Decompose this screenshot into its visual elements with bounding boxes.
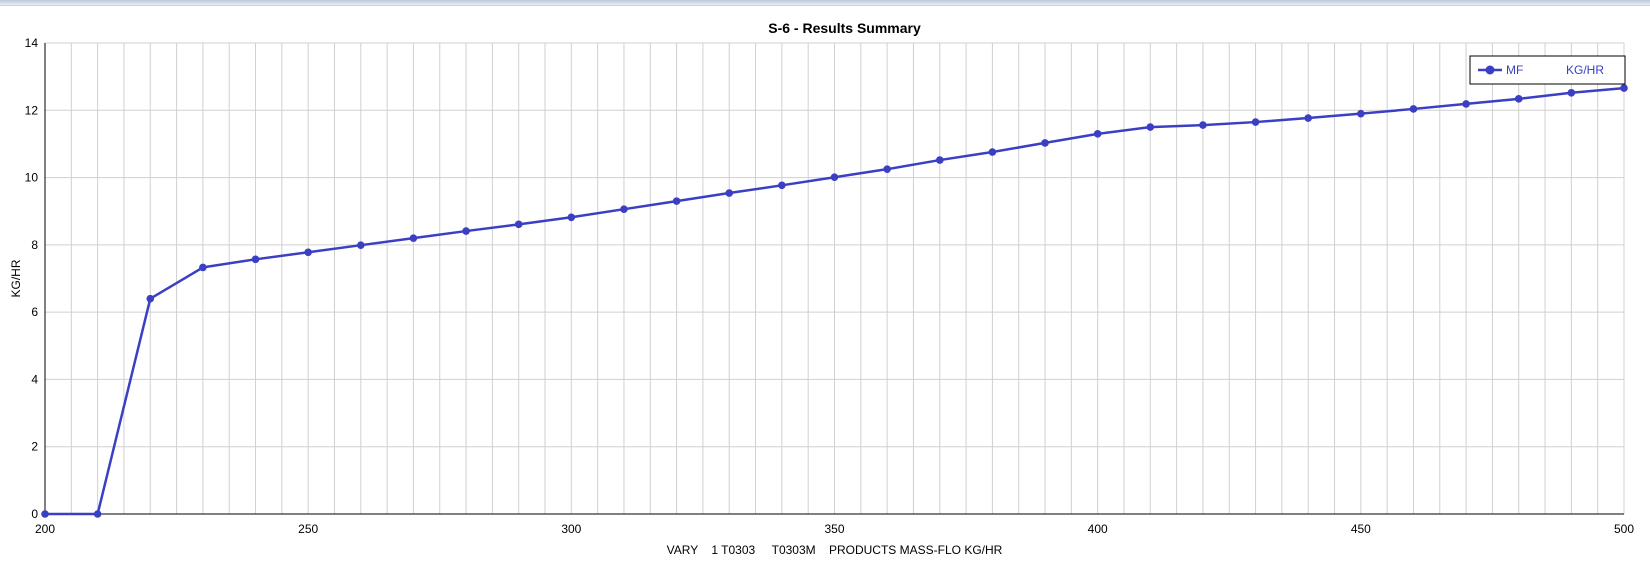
series bbox=[41, 84, 1628, 518]
data-point bbox=[251, 255, 260, 264]
data-point bbox=[199, 263, 207, 272]
data-point bbox=[1567, 88, 1576, 97]
x-tick-label: 350 bbox=[824, 522, 844, 536]
data-point bbox=[1199, 121, 1207, 129]
data-point bbox=[146, 294, 155, 303]
legend-series-marker bbox=[1485, 65, 1495, 75]
y-tick-label: 6 bbox=[31, 305, 38, 319]
y-tick-label: 2 bbox=[31, 440, 38, 454]
data-point bbox=[1304, 114, 1312, 122]
chart-container: S-6 - Results Summary VARY 1 T0303 T0303… bbox=[0, 6, 1650, 571]
data-point bbox=[830, 173, 839, 182]
data-point bbox=[620, 205, 628, 213]
x-tick-label: 500 bbox=[1614, 522, 1634, 536]
y-tick-label: 14 bbox=[25, 36, 39, 50]
data-point bbox=[988, 148, 997, 156]
y-tick-label: 12 bbox=[25, 103, 39, 117]
data-point bbox=[1041, 139, 1049, 147]
x-tick-label: 450 bbox=[1351, 522, 1371, 536]
data-point bbox=[1514, 95, 1523, 103]
data-point bbox=[1620, 84, 1628, 92]
legend-series-name: MF bbox=[1506, 63, 1523, 77]
data-point bbox=[725, 189, 734, 197]
data-point bbox=[935, 156, 944, 164]
data-point bbox=[1357, 109, 1365, 118]
x-axis-label: VARY 1 T0303 T0303M PRODUCTS MASS-FLO KG… bbox=[667, 543, 1003, 557]
x-tick-label: 300 bbox=[561, 522, 581, 536]
data-point bbox=[1146, 123, 1155, 131]
grid bbox=[44, 42, 1625, 515]
data-point bbox=[409, 234, 418, 242]
window-top-border bbox=[0, 0, 1650, 6]
data-point bbox=[1462, 100, 1470, 108]
data-point bbox=[672, 197, 681, 205]
tick-labels: 200 250 300 350 400 450 500 0 2 4 6 8 10 12 14 bbox=[25, 36, 1635, 536]
data-point bbox=[514, 220, 523, 229]
data-point bbox=[1093, 130, 1102, 138]
x-tick-label: 250 bbox=[298, 522, 318, 536]
y-tick-label: 0 bbox=[31, 507, 38, 521]
y-tick-label: 10 bbox=[25, 171, 39, 185]
y-axis-label: KG/HR bbox=[9, 259, 23, 297]
data-point bbox=[567, 213, 576, 222]
data-point bbox=[462, 227, 470, 235]
axes bbox=[44, 43, 1624, 515]
data-point bbox=[778, 181, 786, 190]
data-point bbox=[883, 165, 891, 173]
chart-title: S-6 - Results Summary bbox=[768, 20, 921, 36]
y-tick-label: 4 bbox=[31, 372, 38, 386]
y-tick-label: 8 bbox=[31, 238, 38, 252]
legend[interactable]: MF KG/HR bbox=[1469, 55, 1626, 85]
data-point bbox=[93, 510, 102, 518]
x-tick-label: 400 bbox=[1088, 522, 1108, 536]
data-point bbox=[1409, 105, 1418, 113]
legend-series-unit: KG/HR bbox=[1566, 63, 1604, 77]
line-chart: S-6 - Results Summary VARY 1 T0303 T0303… bbox=[9, 20, 1635, 557]
data-point bbox=[304, 248, 312, 257]
data-point bbox=[41, 510, 49, 518]
x-tick-label: 200 bbox=[35, 522, 55, 536]
data-point bbox=[357, 241, 365, 249]
data-point bbox=[1251, 118, 1260, 126]
